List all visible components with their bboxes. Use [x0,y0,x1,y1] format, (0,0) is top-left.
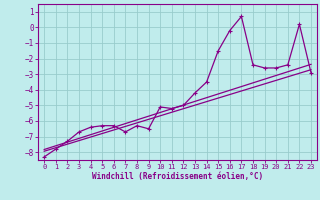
X-axis label: Windchill (Refroidissement éolien,°C): Windchill (Refroidissement éolien,°C) [92,172,263,181]
